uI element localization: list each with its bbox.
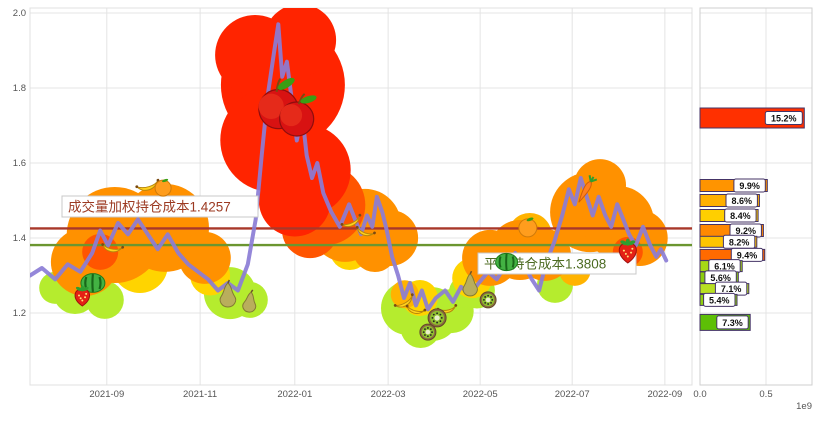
orange-icon xyxy=(518,217,538,238)
price-line xyxy=(30,22,669,312)
x-axis-tick-label: 2022-05 xyxy=(463,389,498,400)
volume-heat-blobs xyxy=(39,8,668,348)
volume-profile-bar: 7.3% xyxy=(699,313,751,331)
banana-icon xyxy=(340,213,362,227)
volume-axis-tick-label: 0.5 xyxy=(759,389,772,400)
volume-axis-tick-label: 0.0 xyxy=(693,389,706,400)
y-axis-tick-label: 1.6 xyxy=(13,158,26,169)
y-axis-tick-label: 1.2 xyxy=(13,308,26,319)
x-axis-tick-label: 2022-01 xyxy=(277,389,312,400)
volume-bar-percentage: 8.4% xyxy=(730,211,751,221)
y-axis-tick-label: 2.0 xyxy=(13,8,26,19)
volume-bar-percentage: 8.6% xyxy=(731,196,752,206)
carrot-icon xyxy=(578,175,598,203)
volume-bar-percentage: 7.3% xyxy=(722,318,743,328)
pear-icon xyxy=(462,270,478,297)
cost-label-text: 成交量加权持仓成本1.4257 xyxy=(68,199,231,215)
volume-bar-percentage: 5.4% xyxy=(709,295,730,305)
axis-scale-label: 1e9 xyxy=(796,401,812,412)
volume-bar-percentage: 5.6% xyxy=(710,273,731,283)
strawberry-icon xyxy=(74,285,91,307)
volume-bar-percentage: 8.2% xyxy=(729,237,750,247)
volume-bar-percentage: 9.4% xyxy=(737,250,758,260)
volume-profile-bar: 8.4% xyxy=(699,208,759,223)
banana-icon xyxy=(101,243,125,253)
pear-icon xyxy=(219,279,237,308)
volume-profile-bar: 9.9% xyxy=(699,178,768,193)
volume-bar-percentage: 15.2% xyxy=(771,114,797,124)
y-axis-tick-label: 1.4 xyxy=(13,233,26,244)
x-axis-tick-label: 2022-07 xyxy=(555,389,590,400)
x-axis-tick-label: 2021-09 xyxy=(89,389,124,400)
apple-icon xyxy=(258,77,299,130)
orange-icon xyxy=(154,178,172,197)
banana-icon xyxy=(355,225,376,237)
volume-bar-percentage: 9.9% xyxy=(739,181,760,191)
apple-icon xyxy=(279,93,317,137)
x-axis-tick-label: 2022-09 xyxy=(647,389,682,400)
x-axis-tick-label: 2021-11 xyxy=(183,389,217,400)
watermelon-icon xyxy=(495,252,519,272)
banana-icon xyxy=(135,178,160,191)
volume-profile-bar: 15.2% xyxy=(699,107,805,129)
banana-icon xyxy=(393,293,414,308)
pear-icon xyxy=(242,289,257,313)
volume-profile-bar: 5.4% xyxy=(699,292,738,307)
volume-bar-percentage: 9.2% xyxy=(735,226,756,236)
y-axis-tick-label: 1.8 xyxy=(13,83,26,94)
banana-icon xyxy=(405,304,427,314)
volume-profile-bar: 8.2% xyxy=(699,234,758,249)
x-axis-tick-label: 2022-03 xyxy=(371,389,406,400)
kiwi-icon xyxy=(419,323,437,341)
heat-blob xyxy=(258,164,331,237)
cost-label: 成交量加权持仓成本1.4257 xyxy=(61,195,259,218)
kiwi-icon xyxy=(427,308,447,328)
volume-bar-percentage: 7.1% xyxy=(721,284,742,294)
strawberry-icon xyxy=(618,238,637,264)
volume-profile-bar: 8.6% xyxy=(699,193,760,208)
kiwi-icon xyxy=(479,291,497,309)
volume-bar-percentage: 6.1% xyxy=(714,262,735,272)
